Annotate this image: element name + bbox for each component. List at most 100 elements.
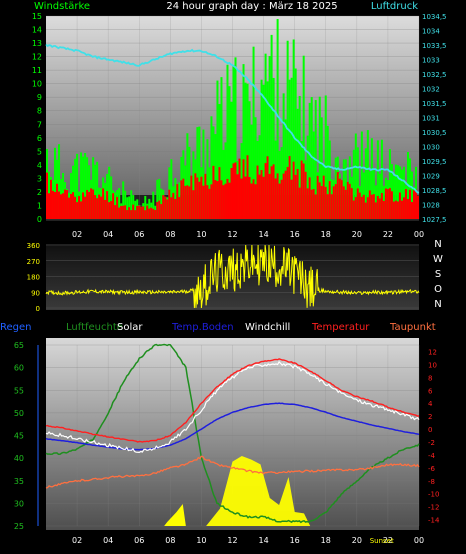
pressure-tick: 1029 (422, 173, 440, 181)
wind-avg-bar (394, 200, 397, 219)
wind-avg-bar (340, 180, 343, 219)
humidity-tick: 55 (14, 386, 24, 395)
wind-max-bar (80, 152, 83, 219)
wind-tick: 4 (37, 161, 42, 170)
wind-avg-bar (276, 173, 279, 219)
wind-max-bar (344, 159, 347, 219)
wind-avg-bar (60, 194, 63, 219)
wind-max-bar (124, 190, 127, 219)
wind-avg-bar (300, 160, 303, 219)
wind-avg-bar (110, 201, 113, 219)
wind-avg-bar (208, 188, 211, 219)
wind-tick: 3 (37, 174, 42, 183)
wind-max-bar (222, 150, 225, 219)
pressure-tick: 1028 (422, 202, 440, 210)
wind-max-bar (244, 82, 247, 220)
wind-max-bar (268, 56, 271, 219)
compass-letter: N (434, 299, 441, 310)
wind-max-bar (326, 125, 329, 219)
series-humidity (45, 343, 420, 524)
wind-avg-bar (354, 197, 357, 219)
wind-avg-bar (240, 178, 243, 219)
wind-avg-bar (396, 201, 399, 219)
temperature-lines (37, 343, 420, 526)
wind-tick: 14 (32, 26, 42, 35)
wind-avg-bar (184, 185, 187, 219)
humidity-tick: 30 (14, 499, 24, 508)
pressure-tick: 1031 (422, 115, 440, 123)
wind-avg-bar (324, 186, 327, 219)
x-tick: 06 (134, 230, 144, 239)
wind-avg-bar (78, 196, 81, 219)
pressure-tick: 1030,5 (422, 129, 447, 137)
wind-max-bar (144, 195, 147, 219)
wind-avg-bar (90, 188, 93, 219)
temperature-tick: 4 (428, 400, 433, 408)
wind-max-bar (230, 101, 233, 219)
wind-max-bar (248, 101, 251, 219)
wind-avg-bar (322, 175, 325, 219)
legend-entry: Temperatur (311, 322, 370, 333)
wind-avg-bar (46, 172, 49, 219)
direction-tick: 180 (27, 274, 40, 282)
wind-max-bar (254, 117, 257, 219)
x-tick: 02 (72, 230, 82, 239)
wind-max-bar (84, 153, 87, 219)
legend-entry: Windchill (245, 322, 290, 333)
wind-tick: 10 (32, 80, 42, 89)
wind-avg-bar (230, 167, 233, 219)
wind-avg-bar (264, 163, 267, 219)
temperature-tick: 12 (428, 348, 437, 356)
wind-max-bar (214, 134, 217, 219)
wind-max-bar (226, 64, 229, 219)
wind-avg-bar (404, 189, 407, 219)
wind-avg-bar (222, 185, 225, 219)
direction-tick: 90 (31, 289, 40, 297)
wind-max-bar (170, 159, 173, 219)
compass-letter: S (435, 269, 441, 280)
direction-tick: 270 (27, 258, 40, 266)
humidity-tick: 35 (14, 477, 24, 486)
wind-avg-bar (316, 175, 319, 219)
wind-tick: 9 (37, 93, 42, 102)
wind-avg-bar (114, 205, 117, 219)
x-tick: 06 (134, 536, 144, 545)
temperature-tick: -12 (428, 504, 439, 512)
wind-avg-bar (272, 164, 275, 219)
wind-max-bar (376, 140, 379, 219)
humidity-tick: 40 (14, 454, 24, 463)
legend-entry: Temp.Boden (171, 322, 234, 333)
wind-avg-bar (390, 191, 393, 219)
wind-max-bar (388, 149, 391, 219)
wind-avg-bar (166, 199, 169, 219)
wind-avg-bar (306, 188, 309, 219)
wind-max-bar (58, 144, 61, 219)
wind-avg-bar (260, 170, 263, 219)
wind-tick: 5 (37, 147, 42, 156)
wind-avg-bar (258, 174, 261, 219)
wind-max-bar (210, 116, 213, 219)
wind-avg-bar (50, 179, 53, 219)
wind-avg-bar (330, 194, 333, 219)
wind-avg-bar (288, 156, 291, 219)
wind-avg-bar (292, 161, 295, 219)
wind-avg-bar (54, 191, 57, 219)
temperature-tick: -8 (428, 478, 435, 486)
wind-max-bar (302, 55, 305, 220)
wind-max-bar (262, 84, 265, 220)
wind-avg-bar (368, 190, 371, 219)
wind-max-bar (352, 149, 355, 219)
wind-max-bar (188, 146, 191, 219)
wind-max-bar (110, 176, 113, 219)
wind-avg-bar (58, 191, 61, 219)
wind-max-bar (408, 158, 411, 219)
temperature-y-ticks: 12 10 8 6 4 2 0 -2 -4 -6 -8 -10 -12 -14 (428, 348, 440, 524)
wind-max-bar (232, 65, 235, 220)
wind-avg-bar (102, 188, 105, 219)
pressure-line (45, 43, 420, 194)
wind-avg-bar (158, 200, 161, 219)
wind-max-bar (282, 93, 285, 219)
wind-avg-bar (202, 185, 205, 219)
wind-avg-bar (120, 205, 123, 219)
wind-avg-bar (388, 188, 391, 219)
